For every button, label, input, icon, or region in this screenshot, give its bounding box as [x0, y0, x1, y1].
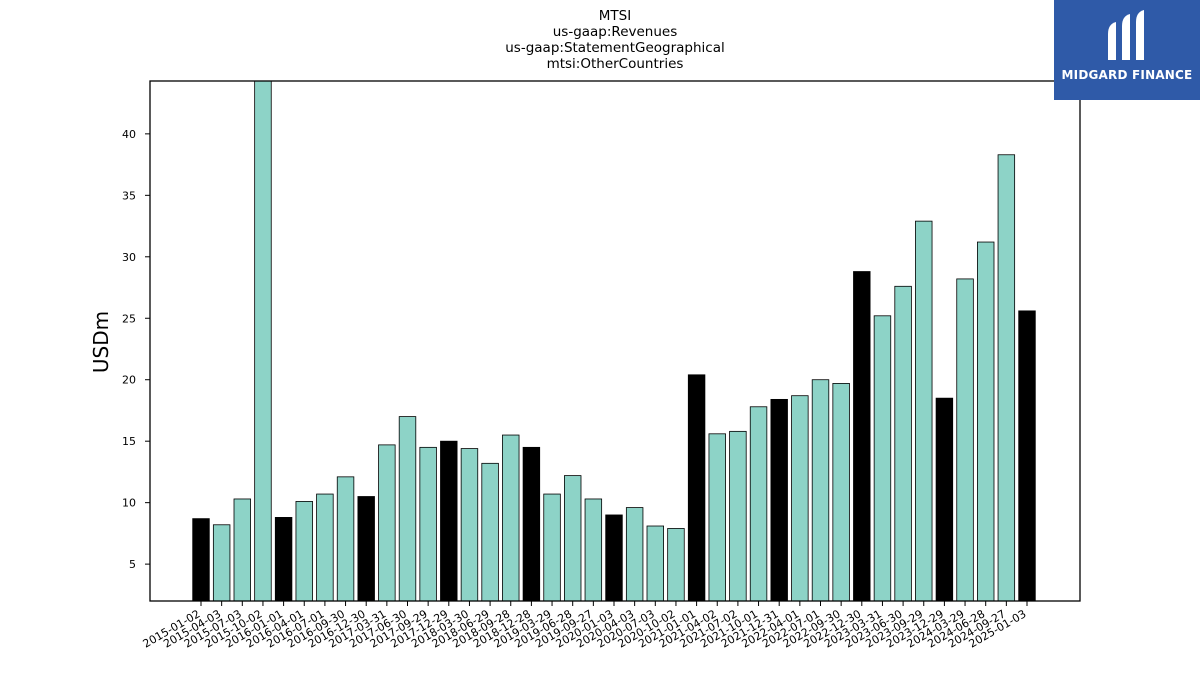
bar-2017-09-29: [419, 446, 437, 602]
bar-2022-04-01: [791, 395, 809, 602]
plot-frame: [149, 80, 1081, 602]
bar-2016-01-01: [274, 517, 293, 602]
bar-2017-12-29: [440, 440, 458, 602]
midgard-logo-icon: [1108, 10, 1144, 60]
bar-2019-03-29: [543, 493, 561, 602]
y-axis: 5 10 15 20 25 30 35 40: [122, 128, 150, 571]
bar-2017-03-31: [378, 444, 396, 602]
title-line-1: MTSI: [599, 8, 631, 24]
bar-2016-09-30: [336, 476, 355, 602]
bar-2016-04-01: [295, 501, 313, 602]
bar-2018-03-30: [460, 448, 479, 602]
bar-2021-01-01: [687, 374, 706, 602]
y-tick-label: 40: [122, 128, 136, 141]
bar-2021-10-01: [749, 406, 768, 602]
bar-2023-03-31: [873, 315, 892, 602]
y-tick-label: 30: [122, 251, 136, 264]
bar-2018-12-28: [522, 446, 541, 602]
bar-2020-01-03: [605, 514, 623, 602]
y-axis-label: USDm: [89, 311, 113, 373]
y-tick-label: 10: [122, 497, 136, 510]
bar-2018-06-29: [481, 462, 499, 602]
y-tick-label: 25: [122, 312, 136, 325]
y-tick-label: 20: [122, 374, 136, 387]
bar-2015-04-03: [212, 524, 231, 602]
bar-2015-10-02: [254, 80, 272, 602]
bar-2024-06-28: [977, 241, 995, 602]
bar-2023-06-30: [894, 285, 912, 602]
bar-2015-07-03: [233, 498, 252, 602]
bar-2020-10-02: [667, 528, 685, 602]
y-tick-label: 15: [122, 435, 136, 448]
x-axis: 2015-01-022015-04-032015-07-032015-10-02…: [141, 601, 1029, 651]
bar-2022-09-30: [832, 383, 850, 602]
title-line-3: us-gaap:StatementGeographical: [505, 40, 724, 56]
bar-2020-04-03: [625, 507, 644, 602]
bar-2019-09-27: [584, 498, 603, 602]
bar-2016-07-01: [316, 493, 334, 602]
bar-2019-06-28: [564, 475, 582, 602]
chart-title: MTSI us-gaap:Revenues us-gaap:StatementG…: [505, 8, 724, 72]
bar-2022-12-30: [853, 271, 871, 602]
y-tick-label: 35: [122, 189, 136, 202]
logo-text: MIDGARD FINANCE: [1061, 68, 1193, 82]
brand-logo: MIDGARD FINANCE: [1054, 0, 1200, 100]
bars-group: [192, 80, 1036, 602]
y-tick-label: 5: [129, 558, 136, 571]
bar-2024-03-29: [956, 278, 974, 602]
title-line-4: mtsi:OtherCountries: [547, 56, 684, 72]
bar-2023-09-29: [915, 220, 933, 602]
bar-2020-07-03: [646, 525, 665, 602]
title-line-2: us-gaap:Revenues: [553, 24, 678, 40]
bar-2023-12-29: [935, 397, 954, 602]
bar-2021-12-31: [770, 398, 788, 602]
bar-2016-12-30: [357, 496, 375, 602]
bar-2021-04-02: [708, 433, 726, 602]
bar-2015-01-02: [192, 518, 210, 602]
bar-2017-06-30: [398, 416, 417, 602]
bar-2025-01-03: [1018, 310, 1036, 602]
bar-2022-07-01: [811, 379, 830, 602]
bar-2021-07-02: [729, 430, 747, 602]
bar-2024-09-27: [997, 154, 1016, 602]
bar-2018-09-28: [502, 434, 520, 602]
